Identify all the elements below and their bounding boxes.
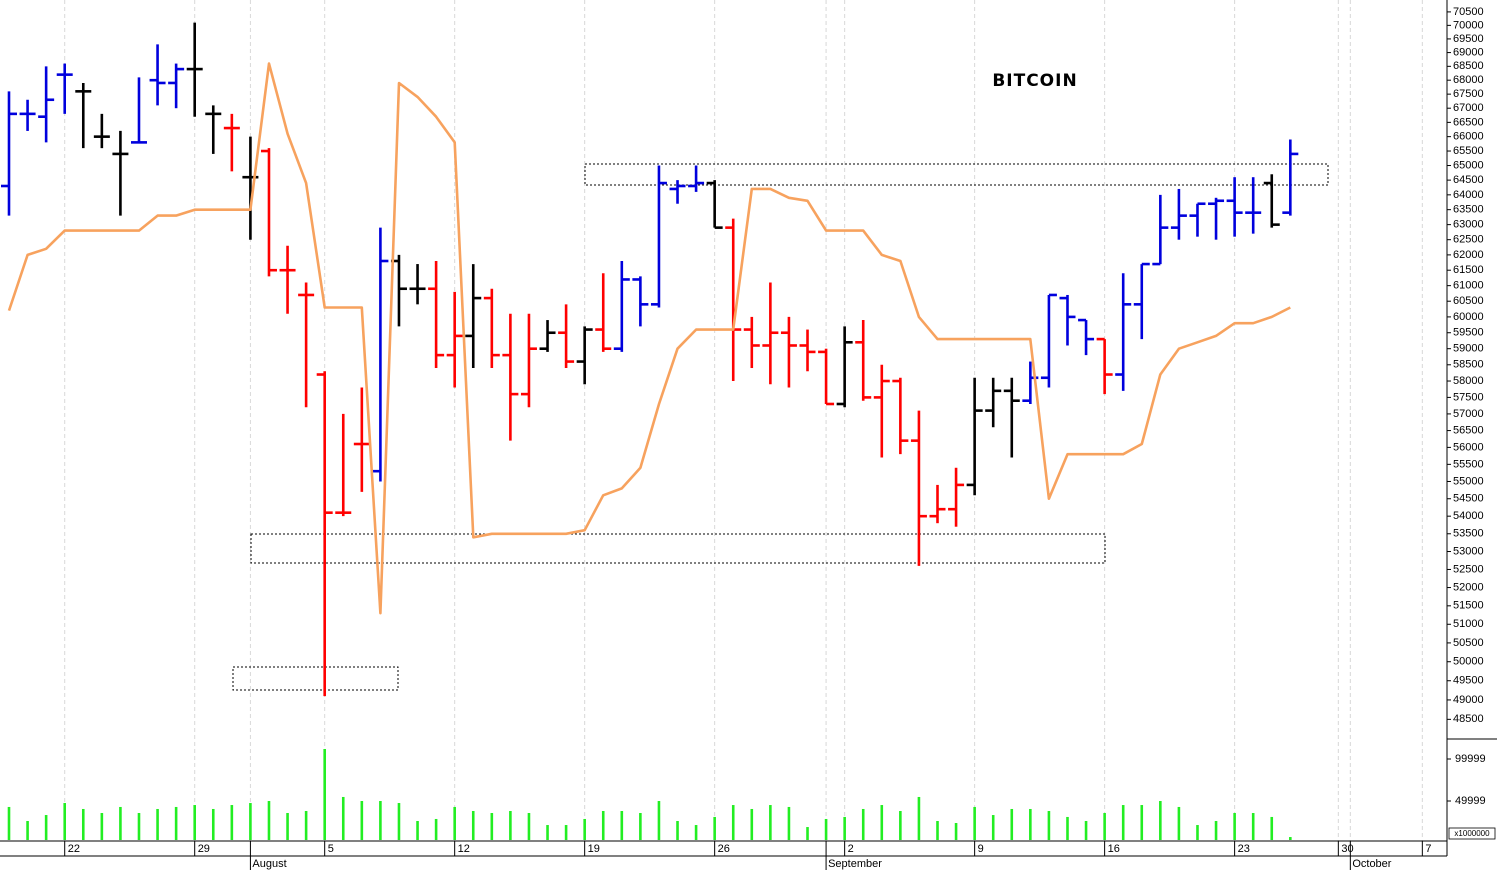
y-tick-label: 52000 [1453, 581, 1484, 593]
x-tick-label: 16 [1108, 843, 1120, 855]
x-tick-label: 23 [1238, 843, 1250, 855]
x-tick-label: 12 [458, 843, 470, 855]
annotation-box [232, 666, 399, 691]
y-tick-label: 59500 [1453, 327, 1484, 339]
y-tick-label: 49000 [1453, 694, 1484, 706]
chart-title: BITCOIN [992, 71, 1077, 91]
y-tick-label: 53500 [1453, 528, 1484, 540]
marks-layer [1, 22, 1299, 840]
y-tick-label: 64500 [1453, 174, 1484, 186]
y-tick-label: 70500 [1453, 6, 1484, 18]
y-tick-label: 54000 [1453, 510, 1484, 522]
y-tick-label: 61000 [1453, 280, 1484, 292]
y-tick-label: 62000 [1453, 249, 1484, 261]
y-tick-label: 65000 [1453, 159, 1484, 171]
annotation-box [250, 533, 1106, 564]
y-tick-label: 49500 [1453, 675, 1484, 687]
y-tick-label: 60000 [1453, 311, 1484, 323]
y-tick-label: 68500 [1453, 60, 1484, 72]
y-tick-label: 50000 [1453, 656, 1484, 668]
indicator-line [7, 62, 1291, 615]
x-tick-label: 19 [588, 843, 600, 855]
y-tick-label: 55000 [1453, 475, 1484, 487]
y-tick-label: 69500 [1453, 33, 1484, 45]
x-tick-label: 2 [848, 843, 854, 855]
y-tick-label: 66000 [1453, 131, 1484, 143]
grid-layer [64, 0, 1423, 841]
y-tick-label: 70000 [1453, 19, 1484, 31]
y-tick-label: 56500 [1453, 424, 1484, 436]
month-label: September [828, 858, 882, 870]
x-tick-label: 30 [1341, 843, 1353, 855]
y-tick-label: 63500 [1453, 204, 1484, 216]
x-tick-label: 7 [1425, 843, 1431, 855]
y-tick-label: 64000 [1453, 189, 1484, 201]
y-tick-label: 62500 [1453, 234, 1484, 246]
y-tick-label: 68000 [1453, 74, 1484, 86]
annotation-box [584, 163, 1329, 186]
month-label: August [252, 858, 286, 870]
month-label: October [1352, 858, 1391, 870]
x-tick-label: 26 [718, 843, 730, 855]
y-tick-label: 67500 [1453, 88, 1484, 100]
y-tick-label: 48500 [1453, 713, 1484, 725]
y-tick-label: 58000 [1453, 375, 1484, 387]
y-tick-label: 60500 [1453, 295, 1484, 307]
y-tick-label: 57500 [1453, 391, 1484, 403]
y-tick-label: 69000 [1453, 46, 1484, 58]
y-tick-label: 58500 [1453, 359, 1484, 371]
x-tick-label: 5 [328, 843, 334, 855]
y-tick-label: 59000 [1453, 343, 1484, 355]
y-tick-label: 51500 [1453, 600, 1484, 612]
volume-unit: x1000000 [1454, 829, 1490, 838]
y-tick-label: 56000 [1453, 441, 1484, 453]
y-tick-label: 66500 [1453, 116, 1484, 128]
y-tick-label: 51000 [1453, 618, 1484, 630]
y-tick-label: 65500 [1453, 145, 1484, 157]
y2-tick-label: 99999 [1455, 753, 1486, 765]
x-tick-label: 9 [978, 843, 984, 855]
y-tick-label: 54500 [1453, 493, 1484, 505]
y-tick-label: 52500 [1453, 563, 1484, 575]
y-tick-label: 67000 [1453, 102, 1484, 114]
y-tick-label: 61500 [1453, 264, 1484, 276]
y-tick-label: 55500 [1453, 458, 1484, 470]
x-tick-label: 29 [198, 843, 210, 855]
x-tick-label: 22 [68, 843, 80, 855]
y-tick-label: 57000 [1453, 408, 1484, 420]
volume-unit-box [1448, 827, 1496, 840]
y-tick-label: 50500 [1453, 637, 1484, 649]
y-tick-label: 53000 [1453, 545, 1484, 557]
y-tick-label: 63000 [1453, 219, 1484, 231]
y2-tick-label: 49999 [1455, 795, 1486, 807]
